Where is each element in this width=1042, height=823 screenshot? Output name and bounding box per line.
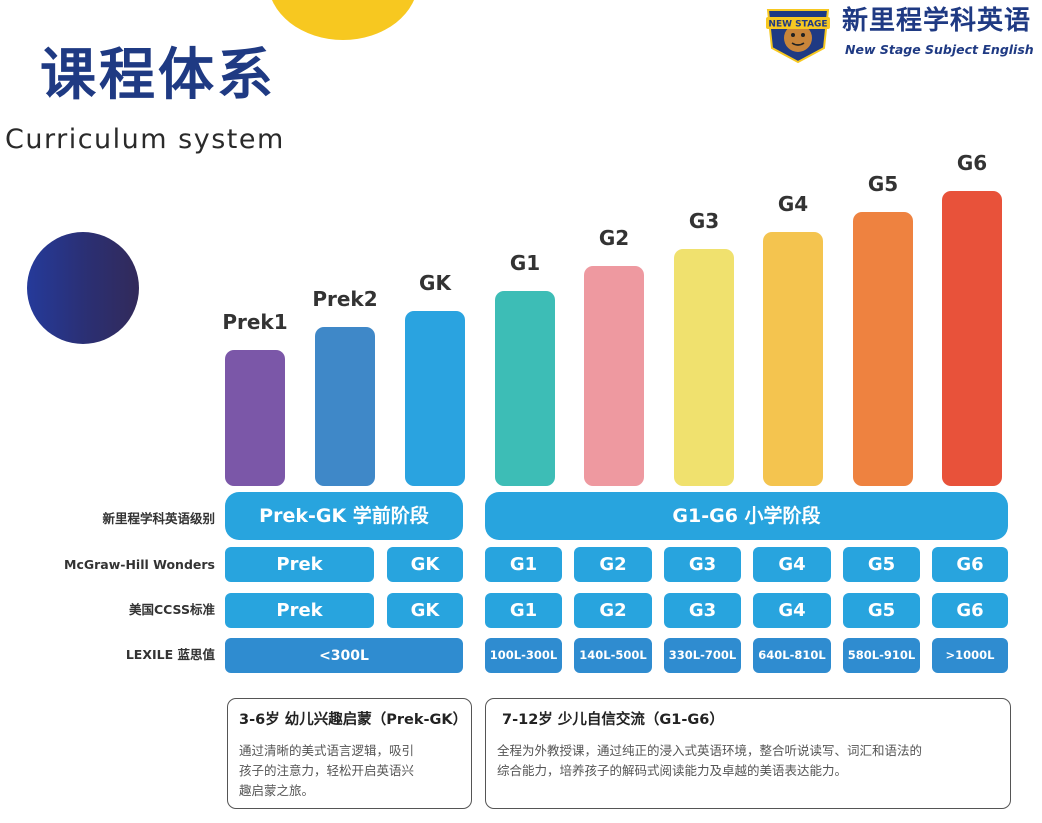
row-label-lexile: LEXILE 蓝思值 — [125, 647, 215, 662]
desc-title-primary: 7-12岁 少儿自信交流（G1-G6） — [502, 712, 724, 728]
grade-label-g1: G1 — [509, 251, 541, 275]
brand-name-en: New Stage Subject English — [845, 42, 1034, 57]
lexile-cell-g5: 580L-910L — [843, 638, 920, 673]
desc-line: 趣启蒙之旅。 — [239, 783, 315, 798]
row-label-level: 新里程学科英语级别 — [102, 511, 215, 526]
grade-label-g4: G4 — [777, 192, 809, 216]
grade-bar-g3 — [674, 249, 734, 486]
ccss-cell-g3: G3 — [664, 593, 741, 628]
grade-label-g3: G3 — [688, 209, 720, 233]
ccss-cell-g2: G2 — [574, 593, 652, 628]
lexile-cell-preschool: <300L — [225, 638, 463, 673]
ccss-cell-g5: G5 — [843, 593, 920, 628]
decorative-navy-circle — [27, 232, 139, 344]
desc-text-preschool: 通过清晰的美式语言逻辑，吸引 孩子的注意力，轻松开启英语兴 趣启蒙之旅。 — [239, 741, 414, 801]
grade-bar-g2 — [584, 266, 644, 486]
lexile-cell-g4: 640L-810L — [753, 638, 831, 673]
lexile-cell-g3: 330L-700L — [664, 638, 741, 673]
grade-bar-g6 — [942, 191, 1002, 486]
ccss-cell-g4: G4 — [753, 593, 831, 628]
desc-line: 全程为外教授课，通过纯正的浸入式英语环境，整合听说读写、词汇和语法的 — [497, 743, 923, 758]
desc-box-preschool: 3-6岁 幼儿兴趣启蒙（Prek-GK） 通过清晰的美式语言逻辑，吸引 孩子的注… — [227, 698, 472, 809]
ccss-cell-prek: Prek — [225, 593, 374, 628]
ccss-cell-gk: GK — [387, 593, 463, 628]
ccss-cell-g1: G1 — [485, 593, 562, 628]
wonders-cell-g5: G5 — [843, 547, 920, 582]
row-label-wonders: McGraw-Hill Wonders — [64, 557, 215, 572]
grade-label-gk: GK — [419, 271, 451, 295]
grade-label-g5: G5 — [867, 172, 899, 196]
lexile-cell-g2: 140L-500L — [574, 638, 652, 673]
grade-label-prek2: Prek2 — [312, 287, 378, 311]
stage-preschool: Prek-GK 学前阶段 — [225, 492, 463, 540]
desc-line: 通过清晰的美式语言逻辑，吸引 — [239, 743, 415, 758]
wonders-cell-g3: G3 — [664, 547, 741, 582]
grade-bar-gk — [405, 311, 465, 486]
desc-line: 综合能力，培养孩子的解码式阅读能力及卓越的美语表达能力。 — [497, 763, 848, 778]
brand-logo-icon: NEW STAGE — [766, 9, 830, 64]
wonders-cell-g4: G4 — [753, 547, 831, 582]
wonders-cell-g2: G2 — [574, 547, 652, 582]
wonders-cell-g1: G1 — [485, 547, 562, 582]
grade-bar-prek2 — [315, 327, 375, 486]
grade-bar-g4 — [763, 232, 823, 486]
desc-text-primary: 全程为外教授课，通过纯正的浸入式英语环境，整合听说读写、词汇和语法的 综合能力，… — [497, 741, 922, 781]
grade-label-g2: G2 — [598, 226, 630, 250]
grade-label-prek1: Prek1 — [222, 310, 288, 334]
desc-title-preschool: 3-6岁 幼儿兴趣启蒙（Prek-GK） — [239, 712, 468, 728]
desc-line: 孩子的注意力，轻松开启英语兴 — [239, 763, 415, 778]
grade-label-g6: G6 — [956, 151, 988, 175]
stage-primary: G1-G6 小学阶段 — [485, 492, 1008, 540]
decorative-yellow-circle — [268, 0, 418, 40]
grade-bar-g5 — [853, 212, 913, 486]
lexile-cell-g1: 100L-300L — [485, 638, 562, 673]
ccss-cell-g6: G6 — [932, 593, 1008, 628]
brand-logo-text: NEW STAGE — [768, 20, 827, 30]
lexile-cell-g6: >1000L — [932, 638, 1008, 673]
row-label-ccss: 美国CCSS标准 — [128, 602, 215, 617]
wonders-cell-gk: GK — [387, 547, 463, 582]
grade-bar-g1 — [495, 291, 555, 486]
wonders-cell-g6: G6 — [932, 547, 1008, 582]
brand-name-cn: 新里程学科英语 — [842, 6, 1032, 36]
grade-bar-prek1 — [225, 350, 285, 486]
desc-box-primary: 7-12岁 少儿自信交流（G1-G6） 全程为外教授课，通过纯正的浸入式英语环境… — [485, 698, 1011, 809]
page-subtitle: Curriculum system — [5, 124, 285, 155]
wonders-cell-prek: Prek — [225, 547, 374, 582]
page-title: 课程体系 — [40, 43, 276, 108]
